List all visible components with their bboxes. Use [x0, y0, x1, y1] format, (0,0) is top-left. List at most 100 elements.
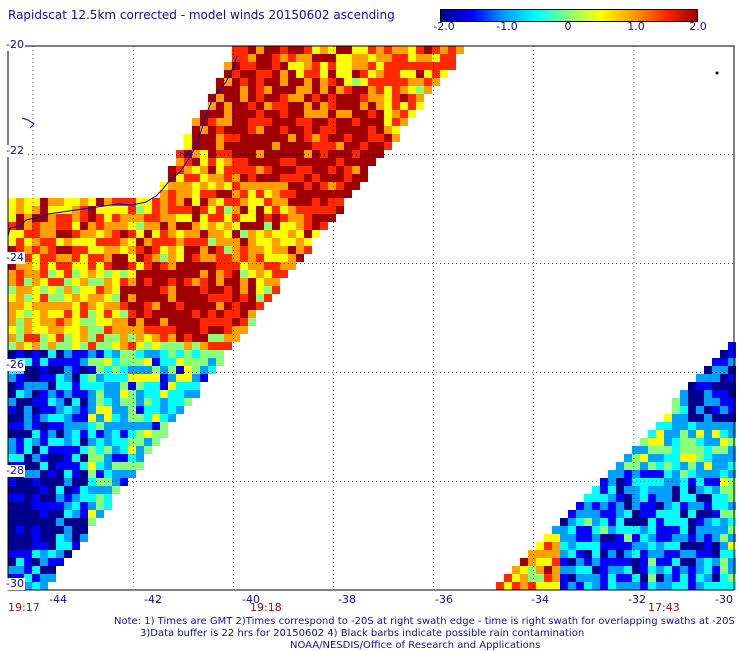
wind-cell: [128, 342, 136, 350]
wind-cell: [208, 326, 216, 334]
wind-cell: [32, 350, 40, 358]
wind-cell: [720, 462, 728, 470]
wind-cell: [232, 246, 240, 254]
wind-cell: [568, 526, 576, 534]
wind-cell: [184, 334, 192, 342]
wind-cell: [192, 190, 200, 198]
wind-cell: [704, 454, 712, 462]
wind-cell: [424, 70, 432, 78]
wind-cell: [600, 502, 608, 510]
wind-cell: [104, 270, 112, 278]
wind-cell: [296, 246, 304, 254]
wind-cell: [384, 126, 392, 134]
wind-cell: [144, 238, 152, 246]
wind-cell: [8, 262, 16, 270]
wind-cell: [576, 582, 584, 590]
wind-cell: [648, 558, 656, 566]
colorbar-tick: 1.0: [627, 20, 645, 33]
wind-cell: [704, 462, 712, 470]
wind-cell: [152, 414, 160, 422]
wind-cell: [280, 126, 288, 134]
wind-cell: [64, 286, 72, 294]
wind-cell: [448, 62, 456, 70]
wind-cell: [184, 390, 192, 398]
wind-cell: [160, 214, 168, 222]
wind-cell: [224, 222, 232, 230]
wind-cell: [48, 574, 56, 582]
wind-cell: [656, 566, 664, 574]
wind-cell: [360, 62, 368, 70]
wind-cell: [88, 486, 96, 494]
wind-cell: [40, 326, 48, 334]
wind-cell: [48, 542, 56, 550]
wind-cell: [120, 262, 128, 270]
wind-cell: [216, 86, 224, 94]
wind-cell: [240, 150, 248, 158]
wind-cell: [136, 398, 144, 406]
wind-cell: [24, 254, 32, 262]
wind-cell: [688, 486, 696, 494]
wind-cell: [704, 494, 712, 502]
wind-cell: [136, 366, 144, 374]
colorbar: [440, 9, 698, 22]
wind-cell: [216, 230, 224, 238]
wind-cell: [144, 214, 152, 222]
wind-cell: [544, 534, 552, 542]
wind-cell: [592, 574, 600, 582]
wind-cell: [48, 214, 56, 222]
wind-cell: [632, 550, 640, 558]
wind-cell: [272, 158, 280, 166]
wind-cell: [664, 422, 672, 430]
wind-cell: [64, 198, 72, 206]
wind-cell: [368, 118, 376, 126]
wind-cell: [616, 526, 624, 534]
wind-cell: [136, 358, 144, 366]
wind-cell: [8, 222, 16, 230]
wind-cell: [224, 86, 232, 94]
wind-cell: [24, 230, 32, 238]
wind-cell: [112, 430, 120, 438]
wind-cell: [128, 270, 136, 278]
wind-cell: [144, 230, 152, 238]
wind-cell: [288, 190, 296, 198]
wind-cell: [104, 454, 112, 462]
wind-cell: [232, 70, 240, 78]
wind-cell: [152, 350, 160, 358]
wind-cell: [616, 558, 624, 566]
wind-cell: [128, 302, 136, 310]
wind-cell: [304, 142, 312, 150]
wind-cell: [264, 262, 272, 270]
wind-cell: [632, 486, 640, 494]
wind-cell: [600, 494, 608, 502]
wind-cell: [360, 134, 368, 142]
wind-cell: [48, 342, 56, 350]
wind-cell: [416, 62, 424, 70]
wind-cell: [16, 478, 24, 486]
wind-cell: [672, 430, 680, 438]
wind-cell: [48, 534, 56, 542]
wind-cell: [200, 214, 208, 222]
wind-cell: [664, 510, 672, 518]
wind-cell: [8, 526, 16, 534]
swath-time-label: 17:43: [648, 601, 680, 614]
wind-cell: [648, 462, 656, 470]
wind-cell: [416, 78, 424, 86]
wind-cell: [96, 502, 104, 510]
wind-cell: [80, 198, 88, 206]
wind-cell: [128, 398, 136, 406]
wind-cell: [8, 486, 16, 494]
wind-cell: [720, 422, 728, 430]
wind-cell: [664, 558, 672, 566]
wind-cell: [728, 566, 736, 574]
wind-cell: [592, 526, 600, 534]
wind-cell: [16, 526, 24, 534]
wind-cell: [224, 334, 232, 342]
wind-cell: [224, 126, 232, 134]
wind-cell: [320, 166, 328, 174]
wind-cell: [80, 510, 88, 518]
wind-cell: [208, 214, 216, 222]
wind-cell: [600, 558, 608, 566]
wind-cell: [8, 318, 16, 326]
wind-cell: [384, 70, 392, 78]
wind-cell: [240, 246, 248, 254]
